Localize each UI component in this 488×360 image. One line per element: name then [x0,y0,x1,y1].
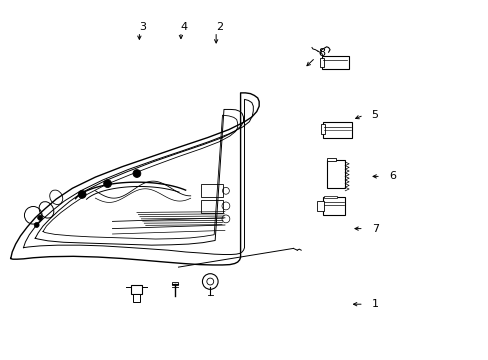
Circle shape [103,180,111,188]
Circle shape [38,215,42,220]
Text: 6: 6 [388,171,395,181]
Bar [131,285,142,294]
Bar [201,184,223,197]
Circle shape [133,170,141,177]
Text: 8: 8 [317,48,325,58]
Bar [133,294,140,302]
Bar [326,158,336,161]
Bar [201,200,223,213]
Bar [322,197,344,215]
Ellipse shape [39,202,54,218]
Bar [172,282,178,285]
Bar [316,201,324,211]
Ellipse shape [50,190,62,204]
Text: 5: 5 [371,110,378,120]
Bar [323,196,337,198]
Bar [320,124,324,134]
Text: 2: 2 [216,22,223,32]
Text: 7: 7 [371,224,378,234]
Text: 4: 4 [181,22,188,32]
Bar [322,122,351,138]
Bar [320,58,324,67]
Circle shape [78,190,86,198]
Bar [321,56,348,69]
Text: 1: 1 [371,299,378,309]
Text: 3: 3 [139,22,146,32]
Bar [326,160,345,188]
Circle shape [34,222,39,228]
